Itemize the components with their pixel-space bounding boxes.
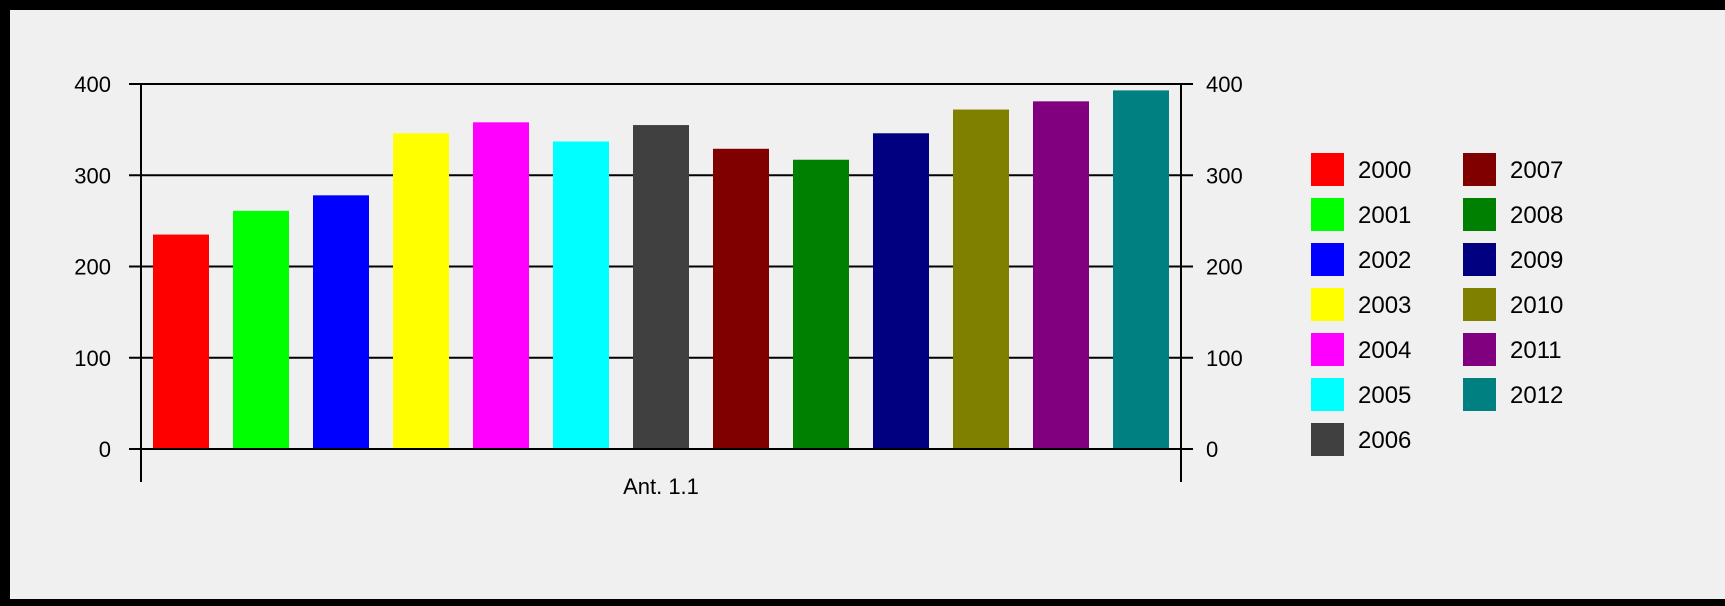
legend-swatch-2006 [1311, 423, 1344, 456]
legend-swatch-2005 [1311, 378, 1344, 411]
left-tick-label-0: 0 [99, 437, 111, 462]
bar-2010 [953, 109, 1009, 450]
bar-2002 [313, 195, 369, 449]
legend-swatch-2011 [1463, 333, 1496, 366]
bar-2001 [233, 210, 289, 449]
legend-swatch-2010 [1463, 288, 1496, 321]
legend-swatch-2009 [1463, 243, 1496, 276]
legend-label-2000: 2000 [1358, 157, 1411, 184]
left-tick-label-100: 100 [74, 346, 111, 371]
legend-swatch-2008 [1463, 198, 1496, 231]
right-tick-label-300: 300 [1206, 163, 1243, 188]
legend-label-2001: 2001 [1358, 202, 1411, 229]
bar-2000 [153, 234, 209, 449]
legend-swatch-2004 [1311, 333, 1344, 366]
bar-2005 [553, 141, 609, 450]
right-tick-label-100: 100 [1206, 346, 1243, 371]
legend-label-2004: 2004 [1358, 337, 1411, 364]
left-tick-label-400: 400 [74, 72, 111, 97]
bar-2004 [473, 122, 529, 449]
right-tick-label-0: 0 [1206, 437, 1218, 462]
right-tick-label-200: 200 [1206, 255, 1243, 280]
legend-label-2011: 2011 [1510, 337, 1562, 364]
legend-label-2006: 2006 [1358, 427, 1411, 454]
legend-label-2007: 2007 [1510, 157, 1563, 184]
legend-swatch-2007 [1463, 153, 1496, 186]
bar-2006 [633, 125, 689, 449]
category-label: Ant. 1.1 [623, 474, 699, 499]
bar-2007 [713, 148, 769, 449]
legend-swatch-2001 [1311, 198, 1344, 231]
bar-2003 [393, 133, 449, 449]
legend-label-2012: 2012 [1510, 382, 1563, 409]
legend-swatch-2002 [1311, 243, 1344, 276]
bar-2011 [1033, 101, 1089, 450]
left-tick-label-300: 300 [74, 163, 111, 188]
legend-label-2009: 2009 [1510, 247, 1563, 274]
left-tick-label-200: 200 [74, 255, 111, 280]
legend-label-2005: 2005 [1358, 382, 1411, 409]
legend-swatch-2000 [1311, 153, 1344, 186]
legend-label-2008: 2008 [1510, 202, 1563, 229]
legend-swatch-2012 [1463, 378, 1496, 411]
right-tick-label-400: 400 [1206, 72, 1243, 97]
bar-2008 [793, 159, 849, 450]
legend-label-2002: 2002 [1358, 247, 1411, 274]
legend-label-2003: 2003 [1358, 292, 1411, 319]
bar-2012 [1113, 90, 1169, 449]
legend-swatch-2003 [1311, 288, 1344, 321]
bar-2009 [873, 133, 929, 449]
legend-label-2010: 2010 [1510, 292, 1563, 319]
